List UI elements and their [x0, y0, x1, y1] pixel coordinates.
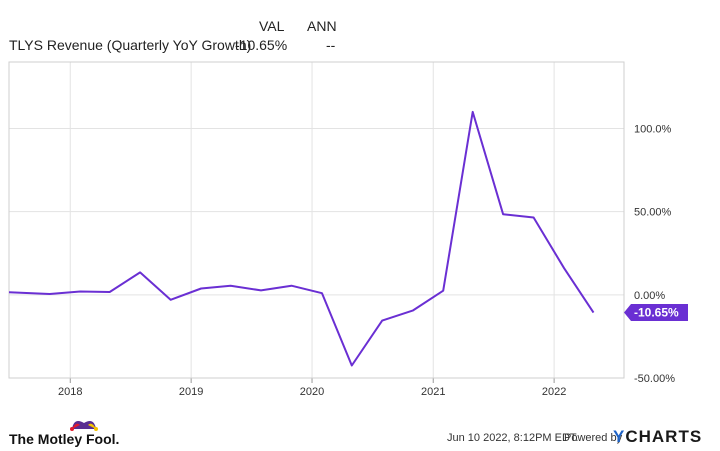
plot-border — [8, 61, 625, 379]
x-tick-label: 2021 — [421, 386, 445, 398]
x-tick-label: 2019 — [179, 386, 203, 398]
last-value-label: -10.65% — [634, 306, 679, 320]
last-value-badge: -10.65% — [624, 304, 688, 322]
y-tick-label: 0.00% — [634, 290, 665, 302]
header-col-ann: ANN — [307, 18, 337, 34]
y-tick-labels: 100.0% 50.00% 0.00% -50.00% — [634, 124, 675, 385]
series-line — [8, 110, 595, 367]
x-tick-label: 2018 — [58, 386, 82, 398]
header-series-label: TLYS Revenue (Quarterly YoY Growth) — [9, 37, 252, 53]
motley-fool-jester-icon — [70, 421, 98, 431]
motley-fool-logo-text: The Motley Fool. — [9, 431, 120, 447]
last-value-badge-shape — [624, 304, 688, 322]
header-col-val: VAL — [259, 18, 285, 34]
y-tick-label: 50.00% — [634, 207, 672, 219]
x-tick-label: 2020 — [300, 386, 324, 398]
gridlines — [9, 62, 624, 383]
ycharts-logo-rest: CHARTS — [625, 427, 703, 446]
powered-by-label: Powered by — [564, 432, 623, 444]
ycharts-logo-y: Y — [613, 427, 626, 446]
y-tick-label: -50.00% — [634, 373, 675, 385]
header-series-ann: -- — [326, 37, 336, 53]
plot-frame — [8, 61, 625, 379]
ycharts-logo: YCHARTS — [613, 427, 702, 447]
timestamp: Jun 10 2022, 8:12PM EDT. — [447, 432, 579, 444]
header-series-val: -10.65% — [235, 37, 288, 53]
x-tick-labels: 2018 2019 2020 2021 2022 — [58, 386, 566, 398]
x-tick-label: 2022 — [542, 386, 566, 398]
y-tick-label: 100.0% — [634, 124, 672, 136]
